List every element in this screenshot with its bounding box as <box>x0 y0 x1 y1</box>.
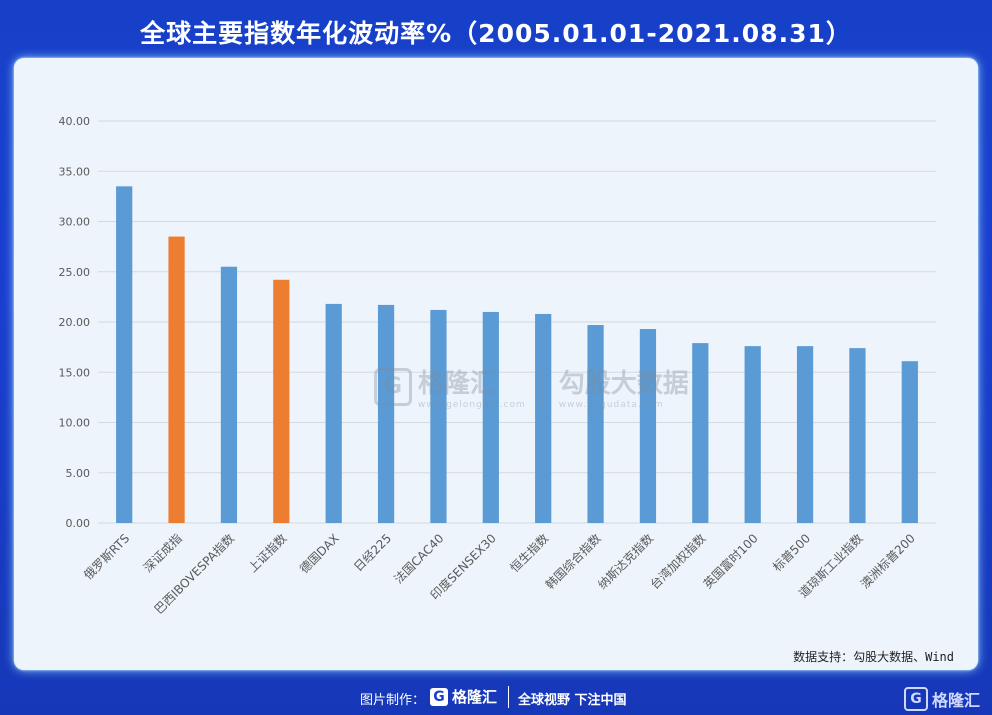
bar <box>744 346 761 523</box>
x-tick-label: 澳洲标普200 <box>858 531 918 591</box>
y-tick-label: 25.00 <box>59 266 91 279</box>
bar <box>220 266 238 523</box>
footer: 图片制作： G 格隆汇 全球视野 下注中国 <box>0 683 992 713</box>
y-tick-label: 30.00 <box>59 216 91 229</box>
x-tick-label: 上证指数 <box>245 531 290 576</box>
x-tick-label: 韩国综合指数 <box>542 531 604 593</box>
x-tick-label: 标普500 <box>770 531 813 574</box>
gelonghui-footer-icon: G <box>430 687 448 706</box>
watermark-divider <box>541 364 543 409</box>
x-tick-label: 台湾加权指数 <box>647 531 709 593</box>
watermark-brand2: 勾股大数据 <box>558 369 689 399</box>
watermark: G 格隆汇 www.gelonghui.com 勾股大数据 www.goguda… <box>374 363 689 410</box>
bar <box>325 303 342 523</box>
x-tick-label: 法国CAC40 <box>391 531 446 586</box>
bar <box>692 343 709 523</box>
corner-logo: G 格隆汇 <box>903 687 980 711</box>
y-tick-label: 10.00 <box>59 417 91 430</box>
x-tick-label: 深证成指 <box>140 531 185 576</box>
footer-logo: G 格隆汇 <box>430 686 497 707</box>
bar <box>430 309 447 523</box>
bar <box>116 186 133 523</box>
watermark-brand1-url: www.gelonghui.com <box>418 400 526 410</box>
y-tick-label: 20.00 <box>59 316 91 329</box>
x-tick-label: 德国DAX <box>296 531 342 577</box>
bar <box>273 279 290 523</box>
bar <box>796 346 814 523</box>
footer-divider <box>508 686 509 708</box>
bar <box>535 313 552 523</box>
bar-chart: 0.00 5.00 10.00 15.00 20.00 25.00 30.00 35.00 40… <box>59 115 936 617</box>
bar <box>482 311 499 523</box>
watermark-brand2-url: www.gogudata.com <box>558 400 664 410</box>
x-tick-label: 日经225 <box>351 531 394 574</box>
footer-slogan: 全球视野 下注中国 <box>518 693 627 708</box>
gelonghui-logo-icon: G <box>374 367 412 406</box>
chart-panel: 0.00 5.00 10.00 15.00 20.00 25.00 30.00 35.00 40… <box>14 58 978 670</box>
bar <box>377 304 395 523</box>
y-tick-label: 40.00 <box>59 115 91 128</box>
bar <box>587 325 604 523</box>
x-tick-label: 俄罗斯RTS <box>81 531 132 582</box>
footer-logo-text: 格隆汇 <box>452 688 498 706</box>
y-tick-label: 35.00 <box>59 165 91 178</box>
bar <box>849 348 866 523</box>
y-tick-label: 15.00 <box>59 366 91 379</box>
made-by-label: 图片制作： <box>360 693 426 708</box>
y-tick-label: 5.00 <box>66 467 91 480</box>
corner-logo-text: 格隆汇 <box>931 691 980 710</box>
y-tick-label: 0.00 <box>66 517 91 530</box>
page-title: 全球主要指数年化波动率%（2005.01.01-2021.08.31） <box>140 19 852 48</box>
bar <box>639 329 657 523</box>
x-tick-label: 英国富时100 <box>700 531 761 592</box>
x-tick-label: 恒生指数 <box>507 531 552 576</box>
bar <box>168 236 185 523</box>
gelonghui-corner-icon: G <box>903 687 928 711</box>
source-note: 数据支持：勾股大数据、Wind <box>793 650 954 664</box>
bar <box>901 361 918 523</box>
watermark-brand1: 格隆汇 <box>418 369 497 399</box>
x-tick-label: 纳斯达克指数 <box>595 531 657 593</box>
